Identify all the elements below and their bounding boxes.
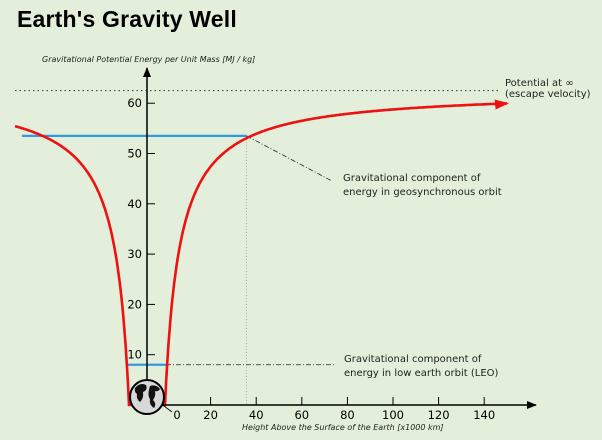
y-tick-label: 40 (127, 197, 142, 211)
escape-label: Potential at ∞ (505, 78, 574, 89)
y-tick-label: 30 (127, 247, 142, 261)
leo-annotation: Gravitational component of (344, 354, 482, 365)
chart-title: Earth's Gravity Well (17, 6, 237, 32)
x-tick-label: 20 (203, 408, 218, 422)
escape-label-2: (escape velocity) (505, 89, 591, 100)
y-tick-label: 50 (127, 147, 142, 161)
geo-annotation: Gravitational component of (343, 173, 481, 184)
y-tick-label: 20 (127, 297, 142, 311)
y-axis-label: Gravitational Potential Energy per Unit … (42, 55, 255, 64)
x-tick-label: 40 (249, 408, 264, 422)
x-tick-label: 120 (428, 408, 450, 422)
x-tick-label: 60 (294, 408, 309, 422)
x-tick-label: 80 (340, 408, 355, 422)
x-tick-label: 100 (382, 408, 404, 422)
y-tick-label: 60 (127, 96, 142, 110)
earth-icon (129, 379, 165, 415)
x-axis-label: Height Above the Surface of the Earth [x… (242, 423, 444, 432)
geo-annotation-2: energy in geosynchronous orbit (343, 187, 502, 198)
x-tick-label: 0 (173, 408, 180, 422)
geo-leader-line (246, 135, 333, 182)
earth-continents (134, 384, 160, 408)
potential-curve (14, 99, 509, 407)
x-tick-label: 140 (473, 408, 495, 422)
y-tick-label: 10 (127, 348, 142, 362)
leo-annotation-2: energy in low earth orbit (LEO) (344, 368, 499, 379)
